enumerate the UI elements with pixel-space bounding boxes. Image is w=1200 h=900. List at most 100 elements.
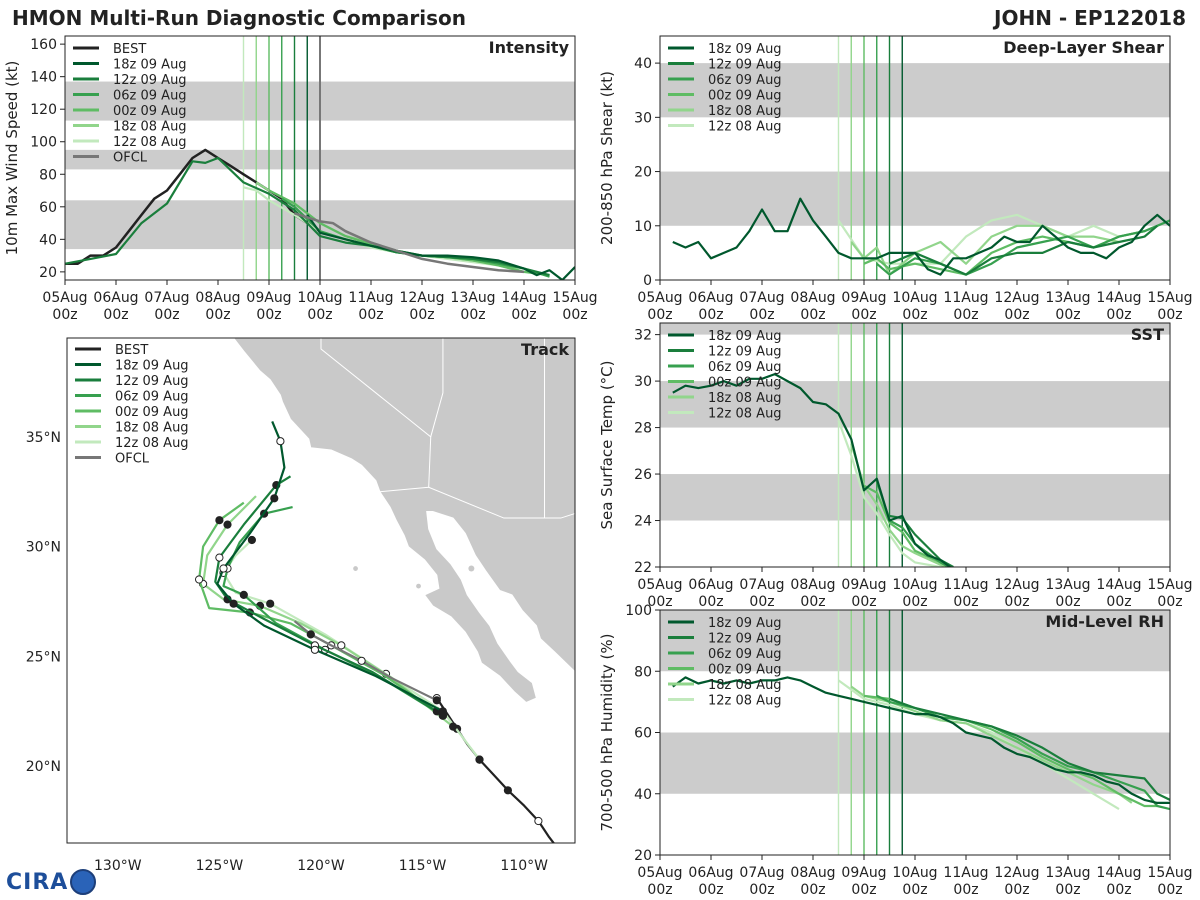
track-legend-bg — [69, 340, 187, 468]
sst-xtick-label: 05Aug — [637, 577, 682, 593]
intensity-xtick-label: 06Aug — [93, 290, 138, 306]
intensity-xtick-label-hour: 00z — [103, 307, 128, 323]
track-point — [534, 816, 543, 826]
rh-xtick-label: 14Aug — [1096, 865, 1141, 881]
shear-xtick-label-hour: 00z — [1055, 307, 1080, 323]
track-point — [215, 516, 224, 525]
track-legend-label: 00z 09 Aug — [115, 405, 189, 420]
globe-icon — [70, 869, 97, 895]
track-point — [555, 846, 562, 853]
track-lat-label: 20°N — [26, 759, 61, 775]
track-point — [266, 599, 275, 608]
rh-ytick-label: 80 — [634, 664, 652, 680]
rh-xtick-label: 10Aug — [892, 865, 937, 881]
intensity-ytick-label: 160 — [30, 37, 57, 53]
intensity-ytick-label: 80 — [39, 167, 57, 183]
rh-ytick-label: 100 — [625, 603, 652, 619]
intensity-xtick-label: 05Aug — [42, 290, 87, 306]
intensity-xtick-label: 08Aug — [195, 290, 240, 306]
sst-series-12z-08-aug — [837, 420, 947, 567]
track-point — [310, 645, 319, 654]
intensity-xtick-label: 15Aug — [552, 290, 597, 306]
intensity-xtick-label-hour: 00z — [511, 307, 536, 323]
track-point — [503, 786, 512, 795]
sst-xtick-label-hour: 00z — [749, 594, 774, 610]
california-border — [320, 338, 432, 488]
sst-xtick-label: 12Aug — [994, 577, 1039, 593]
track-point — [223, 520, 232, 529]
land-mass — [233, 338, 575, 704]
intensity-series-ofcl — [294, 212, 525, 274]
sst-legend-label: 00z 09 Aug — [708, 376, 782, 391]
rh-series-18z-09-aug — [672, 676, 1170, 805]
rh-ytick-label: 40 — [634, 787, 652, 803]
intensity-ytick-label: 140 — [30, 70, 57, 86]
track-legend-label: 12z 09 Aug — [115, 374, 189, 389]
shear-xtick-label: 05Aug — [637, 290, 682, 306]
sst-band — [660, 381, 1170, 428]
rh-xtick-label: 12Aug — [994, 865, 1039, 881]
island — [353, 566, 358, 571]
sst-legend-label: 18z 09 Aug — [708, 329, 782, 344]
shear-xtick-label-hour: 00z — [647, 307, 672, 323]
rh-legend-label: 12z 08 Aug — [708, 694, 782, 709]
rh-xtick-label: 05Aug — [637, 865, 682, 881]
shear-xtick-label-hour: 00z — [749, 307, 774, 323]
island — [468, 565, 475, 572]
rh-xtick-label: 09Aug — [841, 865, 886, 881]
intensity-ytick-label: 40 — [39, 232, 57, 248]
rh-xtick-label-hour: 00z — [749, 882, 774, 898]
sst-xtick-label: 15Aug — [1147, 577, 1192, 593]
us-mexico-border — [379, 486, 575, 519]
sst-legend-label: 18z 08 Aug — [708, 391, 782, 406]
rh-series-12z-09-aug — [889, 697, 1170, 801]
shear-xtick-label: 07Aug — [739, 290, 784, 306]
track-map — [195, 338, 575, 853]
rh-title: Mid-Level RH — [1045, 612, 1164, 631]
track-point — [438, 707, 447, 716]
intensity-xtick-label: 14Aug — [501, 290, 546, 306]
shear-xtick-label-hour: 00z — [1106, 307, 1131, 323]
track-point — [270, 494, 279, 503]
track-point — [247, 535, 256, 545]
rh-xtick-label-hour: 00z — [1157, 882, 1182, 898]
track-point — [357, 656, 366, 665]
intensity-xtick-label: 12Aug — [399, 290, 444, 306]
sst-xtick-label-hour: 00z — [902, 594, 927, 610]
intensity-title: Intensity — [489, 38, 570, 57]
intensity-xtick-label: 10Aug — [297, 290, 342, 306]
intensity-xtick-label-hour: 00z — [256, 307, 281, 323]
track-point — [432, 696, 441, 705]
track-legend-label: OFCL — [115, 452, 150, 467]
shear-xtick-label: 12Aug — [994, 290, 1039, 306]
intensity-ylabel: 10m Max Wind Speed (kt) — [3, 61, 21, 256]
intensity-panel: 2040608010012014016005Aug00z06Aug00z07Au… — [3, 35, 598, 323]
shear-xtick-label: 13Aug — [1045, 290, 1090, 306]
shear-legend-label: 12z 08 Aug — [708, 120, 782, 135]
shear-xtick-label-hour: 00z — [698, 307, 723, 323]
intensity-xtick-label: 09Aug — [246, 290, 291, 306]
sst-xtick-label: 07Aug — [739, 577, 784, 593]
rh-legend-label: 18z 09 Aug — [708, 616, 782, 631]
sst-panel: 22242628303205Aug00z06Aug00z07Aug00z08Au… — [598, 322, 1193, 610]
intensity-series-12z-08-aug — [243, 186, 525, 273]
intensity-xtick-label-hour: 00z — [562, 307, 587, 323]
sst-ylabel: Sea Surface Temp (°C) — [598, 360, 616, 529]
track-point — [239, 590, 248, 600]
intensity-ytick-label: 100 — [30, 135, 57, 151]
shear-panel: 01020304005Aug00z06Aug00z07Aug00z08Aug00… — [598, 35, 1193, 323]
intensity-legend-label: 18z 09 Aug — [113, 58, 187, 73]
shear-ytick-label: 30 — [634, 110, 652, 126]
sst-xtick-label: 08Aug — [790, 577, 835, 593]
track-legend-label: 12z 08 Aug — [115, 436, 189, 451]
track-lon-label: 115°W — [399, 858, 447, 874]
shear-ytick-label: 20 — [634, 165, 652, 181]
track-point — [195, 575, 204, 584]
track-point — [337, 641, 346, 650]
intensity-xtick-label-hour: 00z — [154, 307, 179, 323]
shear-legend-label: 06z 09 Aug — [708, 73, 782, 88]
intensity-xtick-label: 13Aug — [450, 290, 495, 306]
track-lat-label: 30°N — [26, 540, 61, 556]
shear-band — [660, 63, 1170, 118]
